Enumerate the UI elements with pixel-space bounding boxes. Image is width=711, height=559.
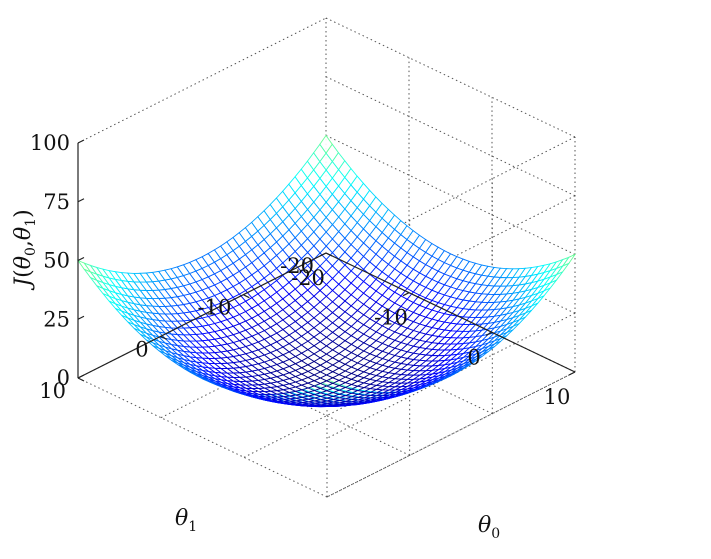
x-tick-label: -20 xyxy=(291,266,325,290)
grid-line xyxy=(326,136,576,263)
z-tick-mark xyxy=(77,315,85,320)
y-tick-mark xyxy=(160,335,167,340)
x-tick-label: -10 xyxy=(374,306,408,330)
x-tick-label: 10 xyxy=(544,385,571,409)
grid-line xyxy=(325,76,576,197)
z-axis-label-theta1: θ xyxy=(11,227,36,240)
y-tick-label: -20 xyxy=(280,254,314,278)
axes-layer xyxy=(77,139,576,382)
y-tick-label: 10 xyxy=(39,379,66,403)
y-axis-line xyxy=(77,252,327,379)
y-axis-label-main: θ xyxy=(175,506,188,531)
y-axis-label-sub: 1 xyxy=(188,519,197,535)
z-tick-label: 25 xyxy=(43,307,70,331)
x-tick-mark xyxy=(485,331,493,336)
y-tick-label: -10 xyxy=(198,296,232,320)
x-tick-mark xyxy=(319,252,327,257)
z-axis-label-sub1: 1 xyxy=(23,218,39,227)
x-axis-label-sub: 0 xyxy=(491,526,500,542)
z-axis-label: J(θ0,θ1) xyxy=(11,209,39,290)
y-tick-mark xyxy=(77,377,85,382)
x-tick-mark xyxy=(402,292,410,297)
grid-line xyxy=(326,371,576,498)
grid-line xyxy=(160,292,410,419)
x-axis-label: θ0 xyxy=(478,513,500,542)
x-tick-label: 0 xyxy=(467,345,480,369)
grid-line xyxy=(325,135,576,255)
z-axis-label-sub0: 0 xyxy=(23,247,39,256)
x-axis-label-main: θ xyxy=(478,513,491,538)
z-tick-label: 100 xyxy=(30,131,70,155)
grid-line xyxy=(326,195,576,322)
z-tick-label: 75 xyxy=(43,190,70,214)
grid-line xyxy=(326,312,576,439)
grid-line xyxy=(77,17,327,144)
x-tick-mark xyxy=(568,371,576,376)
z-axis-label-open: ( xyxy=(11,269,36,278)
y-tick-mark xyxy=(325,252,333,257)
z-tick-mark xyxy=(77,374,85,379)
z-axis-label-close: ) xyxy=(11,209,36,218)
z-tick-mark xyxy=(77,198,85,203)
y-tick-mark xyxy=(243,294,250,299)
z-axis-label-comma: , xyxy=(11,240,36,247)
z-tick-label: 50 xyxy=(43,249,70,273)
z-tick-mark xyxy=(77,139,85,144)
z-axis-label-main: J xyxy=(11,277,36,291)
y-axis-label: θ1 xyxy=(175,506,197,535)
x-axis-line xyxy=(325,252,576,373)
y-tick-label: 0 xyxy=(135,337,148,361)
z-tick-label: 0 xyxy=(57,366,70,390)
grid-line xyxy=(326,371,576,498)
grid-line xyxy=(77,377,328,498)
grid-line xyxy=(243,331,493,458)
surface-mesh xyxy=(76,134,577,408)
z-tick-mark xyxy=(77,256,85,262)
grid-line xyxy=(325,17,576,138)
z-axis-label-theta0: θ xyxy=(11,256,36,269)
surface-cell xyxy=(76,259,92,273)
